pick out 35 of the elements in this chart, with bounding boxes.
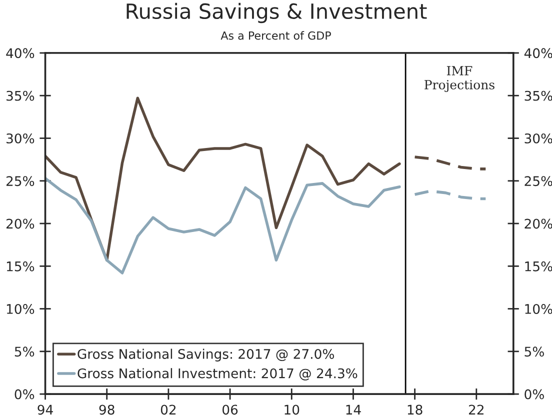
y2-tick-label: 25% [524, 176, 552, 186]
x-tick-label: 02 [160, 404, 176, 415]
legend-label: Gross National Investment: 2017 @ 24.3% [78, 368, 358, 380]
y-tick-label: 0% [14, 389, 34, 400]
chart-title: Russia Savings & Investment [126, 2, 427, 24]
line-series [413, 156, 488, 170]
x-tick-label: 14 [346, 404, 361, 415]
y2-tick-label: 35% [524, 90, 552, 101]
legend-label: Gross National Savings: 2017 @ 27.0% [78, 348, 334, 362]
y-tick-label: 5% [14, 346, 34, 357]
x-tick-label: 10 [284, 404, 300, 415]
line-series [45, 96, 401, 262]
y2-tick-label: 10% [525, 304, 552, 314]
y2-tick-label: 40% [524, 48, 552, 58]
y-tick-label: 10% [6, 304, 34, 314]
y-tick-label: 20% [6, 218, 34, 229]
x-tick-label: 18 [408, 404, 422, 415]
y-tick-label: 25% [6, 176, 34, 186]
x-tick-label: 22 [468, 404, 484, 415]
y-tick-label: 15% [6, 261, 34, 272]
line-series [413, 190, 488, 200]
y2-tick-label: 15% [525, 261, 552, 272]
y-tick-label: 35% [6, 90, 34, 101]
x-tick-label: 94 [38, 404, 53, 415]
y2-tick-label: 5% [524, 346, 544, 357]
y-tick-label: 40% [6, 48, 34, 58]
y2-tick-label: 20% [524, 218, 552, 229]
x-tick-label: 98 [99, 404, 114, 415]
chart-subtitle: As a Percent of GDP [220, 31, 331, 40]
y2-tick-label: 30% [524, 133, 552, 144]
y-tick-label: 30% [6, 133, 34, 144]
ref-line-label: IMF Projections [424, 66, 494, 92]
x-tick-label: 06 [222, 404, 238, 415]
y2-tick-label: 0% [524, 389, 544, 400]
line-series [45, 176, 401, 274]
